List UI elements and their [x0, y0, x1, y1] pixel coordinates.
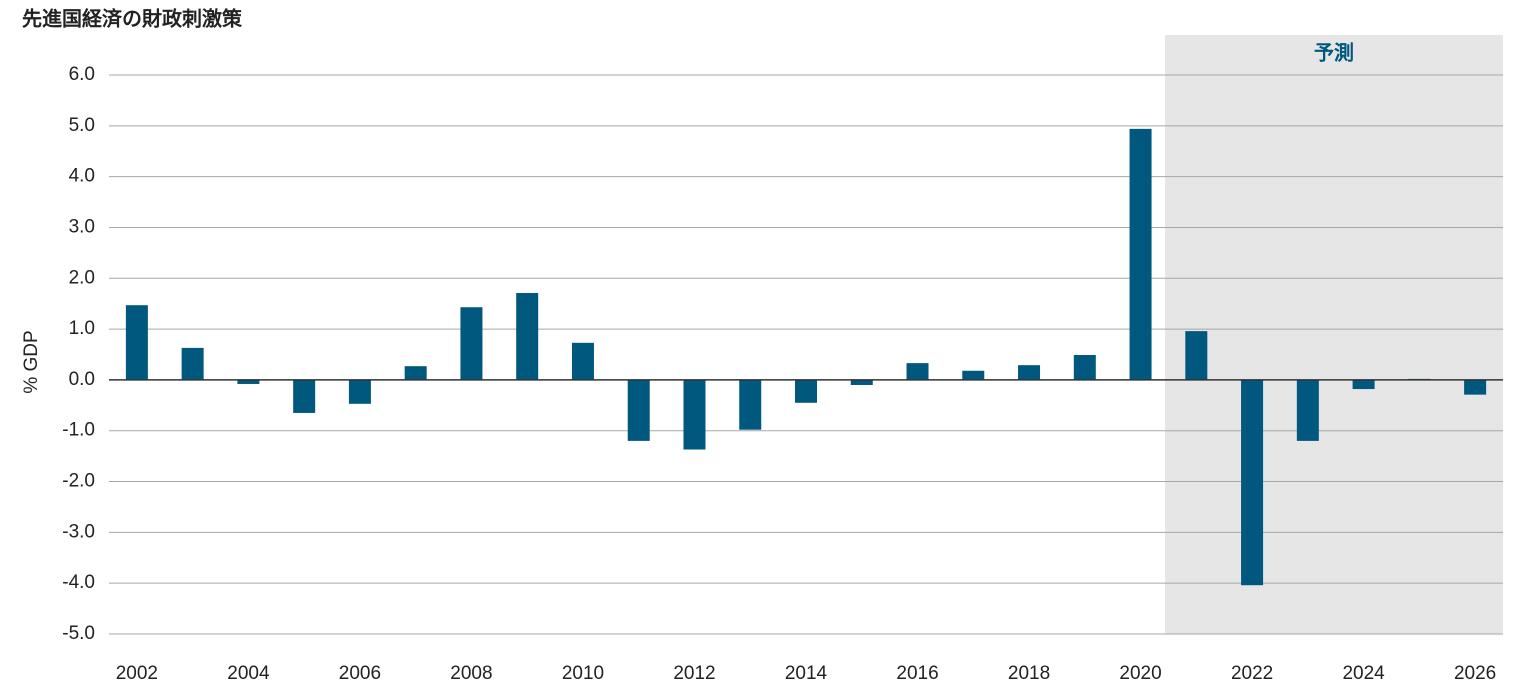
bar: [404, 366, 427, 380]
x-tick-label: 2018: [1008, 663, 1050, 684]
y-tick-label: -1.0: [62, 420, 95, 441]
x-tick-label: 2016: [896, 663, 938, 684]
bar: [627, 379, 650, 441]
bar: [293, 379, 316, 413]
y-tick-label: -4.0: [62, 572, 95, 593]
bar: [683, 379, 706, 450]
y-axis-label: % GDP: [21, 330, 42, 393]
bar: [460, 307, 483, 380]
bar: [962, 370, 985, 380]
bar: [850, 379, 873, 385]
bar: [125, 305, 148, 380]
bar: [1185, 331, 1208, 380]
y-tick-label: 6.0: [69, 64, 95, 85]
y-tick-label: -2.0: [62, 471, 95, 492]
x-tick-label: 2026: [1454, 663, 1496, 684]
bar: [1129, 128, 1152, 380]
chart-title: 先進国経済の財政刺激策: [22, 7, 243, 31]
y-tick-label: 1.0: [69, 318, 95, 339]
bar: [795, 379, 817, 403]
bar: [739, 379, 762, 430]
bar: [1464, 379, 1487, 395]
bar: [1352, 379, 1375, 390]
y-tick-label: -3.0: [62, 521, 95, 542]
x-tick-label: 2012: [673, 663, 715, 684]
x-tick-label: 2002: [116, 663, 158, 684]
x-tick-label: 2024: [1342, 663, 1385, 684]
y-tick-label: 2.0: [69, 267, 95, 288]
x-tick-label: 2022: [1231, 663, 1273, 684]
x-tick-label: 2006: [339, 663, 381, 684]
forecast-shade: [1165, 35, 1503, 634]
y-tick-label: 5.0: [69, 115, 95, 136]
y-tick-label: -5.0: [62, 623, 95, 644]
bar: [1018, 365, 1041, 380]
bar: [237, 379, 260, 384]
bar: [571, 342, 594, 380]
bar: [181, 347, 204, 380]
bar: [516, 293, 539, 380]
y-tick-label: 3.0: [69, 216, 95, 237]
x-tick-label: 2020: [1119, 663, 1161, 684]
bar: [1296, 379, 1319, 441]
y-tick-label: 4.0: [69, 166, 95, 187]
bar: [1073, 355, 1096, 380]
x-tick-label: 2004: [227, 663, 270, 684]
bar: [906, 363, 929, 380]
forecast-label: 予測: [1314, 40, 1354, 64]
bar: [1241, 379, 1264, 586]
x-tick-label: 2010: [562, 663, 604, 684]
x-tick-label: 2014: [785, 663, 828, 684]
y-tick-label: 0.0: [69, 369, 95, 390]
bar: [348, 379, 371, 404]
x-tick-label: 2008: [450, 663, 492, 684]
